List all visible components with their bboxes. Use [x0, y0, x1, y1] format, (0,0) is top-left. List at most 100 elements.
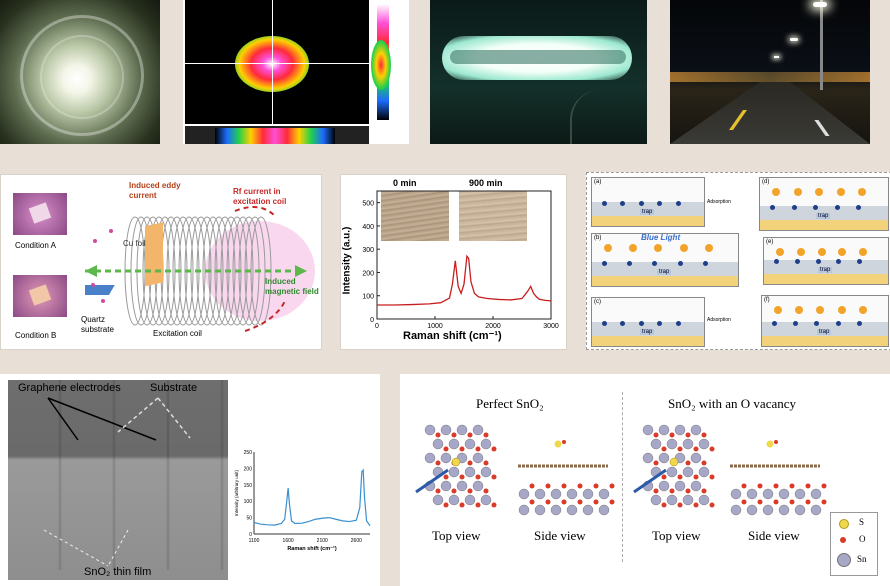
o-atom: [693, 502, 699, 508]
sn-atom: [598, 504, 610, 516]
sn-atom: [432, 438, 444, 450]
o-atom: [435, 488, 441, 494]
o-atom: [661, 502, 667, 508]
electron-dot: [675, 201, 681, 206]
label-0min: 0 min: [393, 178, 417, 188]
mechanism-panel-label: (e): [766, 239, 774, 245]
sn-atom: [690, 452, 702, 464]
so2-molecule: [774, 306, 782, 314]
sn-atom: [690, 480, 702, 492]
side-view-label-2: Side view: [748, 528, 800, 543]
electron-dot: [677, 261, 683, 266]
o-atom: [669, 488, 675, 494]
sn-atom: [730, 488, 742, 500]
o-atom: [475, 446, 481, 452]
electron-dot: [638, 321, 644, 326]
raman-xlabel: Raman shift (cm⁻¹): [403, 330, 502, 342]
o-atom: [677, 474, 683, 480]
sn-atom: [598, 488, 610, 500]
s-atom: [554, 440, 562, 448]
o-atom: [701, 460, 707, 466]
o-atom: [653, 488, 659, 494]
inset-ylabel: Intensity (arbitrary unit): [234, 469, 239, 516]
electron-dot: [794, 259, 800, 264]
sn-atom: [464, 466, 476, 478]
o-atom: [577, 499, 583, 505]
inset-raman-plot: 0 50 100 150 200 250 1100 1600 2100 2600 Raman shi…: [234, 450, 371, 552]
sn-atom: [642, 424, 654, 436]
mechanism-subpanel: (b) trap: [591, 233, 739, 287]
o-atom: [677, 502, 683, 508]
o-atom: [593, 483, 599, 489]
electron-dot: [793, 321, 799, 326]
o-atom: [561, 483, 567, 489]
so2-molecule: [838, 248, 847, 256]
condition-b-label: Condition B: [15, 331, 57, 340]
o-atom: [757, 499, 763, 505]
trap-label: trap: [818, 267, 833, 273]
sn-atom: [682, 494, 694, 506]
o-atom: [529, 499, 535, 505]
sn-atom: [650, 494, 662, 506]
electron-dot: [620, 201, 626, 206]
trap-label: trap: [640, 209, 655, 215]
o-atom: [561, 499, 567, 505]
o-atom: [562, 440, 566, 444]
o-atom: [609, 483, 615, 489]
trap-label: trap: [817, 329, 832, 335]
so2-molecule: [679, 244, 688, 252]
o-atom: [677, 446, 683, 452]
legend-sn: Sn: [857, 554, 867, 564]
inset-ytick-label: 100: [244, 499, 253, 505]
trap-label: trap: [657, 269, 672, 275]
sn-atom: [674, 480, 686, 492]
sn-atom: [448, 466, 460, 478]
electron-dot: [602, 201, 607, 206]
pointer-arrow: [633, 468, 667, 494]
so2-molecule: [796, 248, 805, 256]
sn-atom: [698, 438, 710, 450]
raman-xtick-label: 1000: [427, 323, 443, 330]
sn-atom: [432, 494, 444, 506]
sn-atom: [658, 452, 670, 464]
raman-ytick-label: 200: [362, 270, 374, 277]
o-atom: [669, 432, 675, 438]
raman-ylabel: Intensity (a.u.): [341, 226, 353, 295]
electron-dot: [770, 205, 775, 210]
inset-ytick-label: 200: [244, 466, 253, 472]
sn-atom: [472, 480, 484, 492]
sem-micrograph: [8, 380, 228, 580]
raman-axes-frame: [376, 190, 552, 320]
raman-ytick-label: 300: [362, 247, 374, 254]
o-atom: [451, 488, 457, 494]
s-atom: [451, 457, 461, 467]
o-atom: [545, 499, 551, 505]
o-atom: [805, 499, 811, 505]
o-atom: [757, 483, 763, 489]
electron-dot: [774, 259, 779, 264]
sno2-film-label: SnO₂ thin film: [84, 566, 152, 578]
induction-schematic-panel: Condition A Condition B Induced eddy cur…: [0, 174, 322, 350]
o-atom: [443, 446, 449, 452]
sn-atom: [762, 488, 774, 500]
sn-atom: [566, 488, 578, 500]
so2-molecule: [859, 248, 868, 256]
o-atom: [491, 502, 497, 508]
side-view-label-1: Side view: [534, 528, 586, 543]
s-atom: [766, 440, 774, 448]
o-atom: [774, 440, 778, 444]
sn-atom: [480, 438, 492, 450]
so2-molecule: [704, 244, 713, 252]
o-atom: [773, 499, 779, 505]
adsorption-label-1: Adsorption: [707, 199, 731, 205]
excitation-coil-label: Excitation coil: [153, 329, 202, 338]
electron-dot: [814, 321, 820, 326]
electron-dot: [857, 259, 863, 264]
sn-atom: [698, 494, 710, 506]
raman-plot: 0 100 200 300 400 500 0 1000 2000 3000: [362, 190, 559, 330]
so2-molecule: [858, 188, 867, 196]
sn-atom: [658, 424, 670, 436]
sn-atom: [534, 504, 546, 516]
sn-atom: [690, 424, 702, 436]
electron-dot: [675, 321, 681, 326]
